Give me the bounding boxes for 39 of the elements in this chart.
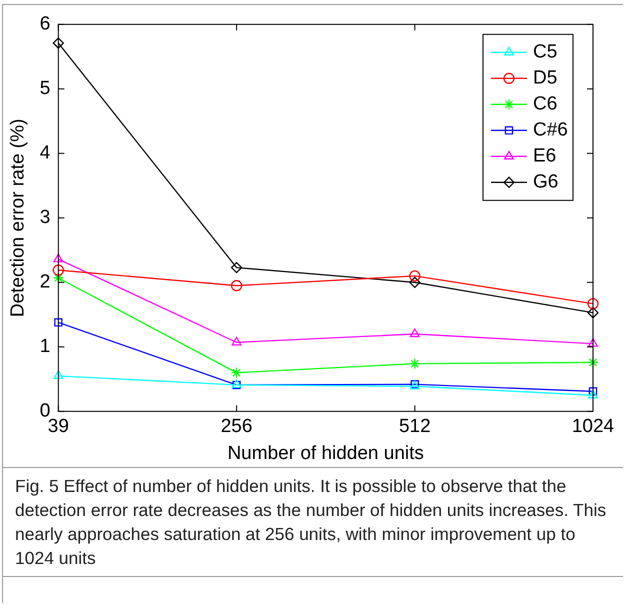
legend-label: C6 [533, 94, 558, 115]
point [232, 336, 242, 346]
point [587, 298, 599, 310]
legend-label: G6 [533, 172, 558, 193]
x-tick-label: 1024 [572, 416, 615, 438]
point [410, 328, 420, 338]
point [587, 307, 599, 318]
point [587, 356, 599, 368]
point [409, 276, 420, 288]
x-tick-label: 256 [220, 416, 252, 438]
point [53, 254, 64, 262]
y-tick-label: 1 [40, 336, 50, 358]
point [588, 338, 598, 347]
point [53, 370, 64, 380]
point [52, 38, 64, 49]
x-axis-title: Number of hidden units [227, 442, 424, 464]
legend-label: E6 [533, 146, 556, 167]
caption: Fig. 5 Effect of number of hidden units. It is possible to observe that the detection error rate decreases as the number of hidden units increases. This nearly approaches saturation at 256 units, with minor improvement up to 1024 units [15, 475, 608, 570]
point [409, 270, 420, 282]
point [54, 318, 63, 327]
x-tick-label: 39 [48, 416, 69, 438]
point [230, 280, 242, 292]
point [230, 262, 242, 274]
point [230, 367, 242, 378]
y-tick-label: 5 [40, 78, 50, 100]
point [409, 358, 420, 370]
y-tick-label: 6 [40, 14, 50, 35]
legend-label: C#6 [533, 120, 568, 141]
legend-label: C5 [533, 42, 558, 63]
point [52, 264, 64, 276]
y-axis-title: Detection error rate (%) [8, 118, 29, 318]
point [52, 272, 64, 284]
y-tick-label: 4 [40, 142, 51, 164]
point [588, 390, 598, 398]
x-tick-label: 512 [398, 416, 431, 438]
y-tick-label: 2 [40, 272, 50, 293]
point [588, 387, 598, 396]
y-tick-label: 3 [40, 207, 50, 228]
legend-label: D5 [533, 68, 558, 89]
